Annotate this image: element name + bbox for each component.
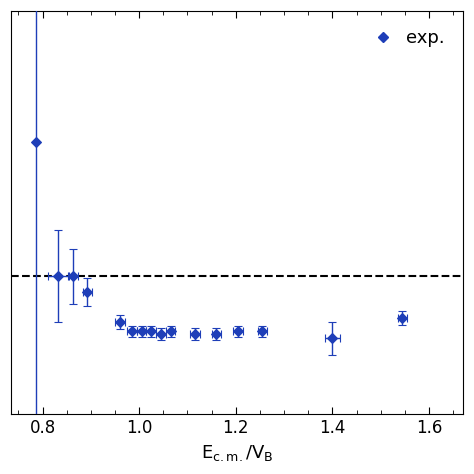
- Legend: exp.: exp.: [356, 20, 454, 56]
- X-axis label: E$_{\rm c.m.}$/V$_{\rm B}$: E$_{\rm c.m.}$/V$_{\rm B}$: [201, 443, 273, 463]
